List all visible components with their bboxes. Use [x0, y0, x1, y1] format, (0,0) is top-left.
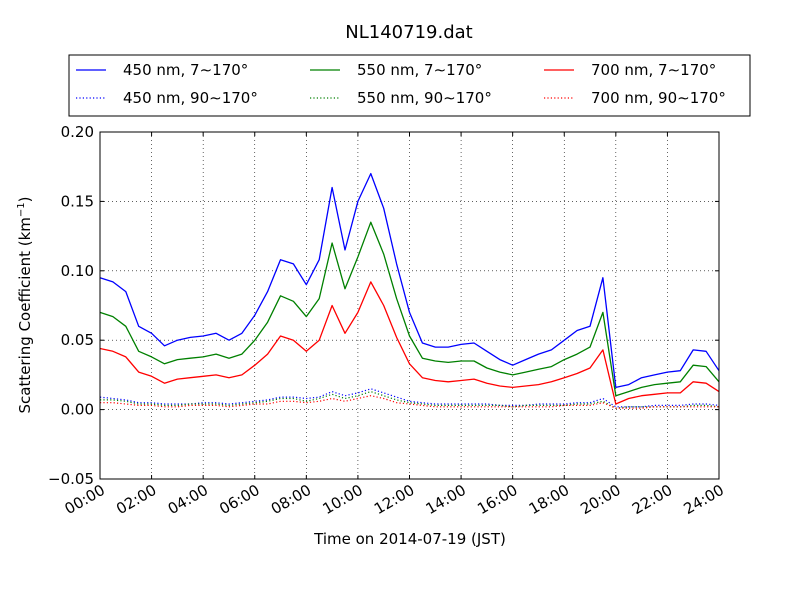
x-tick-label: 10:00	[319, 481, 365, 518]
legend-label: 450 nm, 90∼170°	[123, 89, 258, 107]
y-tick-label: 0.00	[61, 401, 94, 419]
x-tick-label: 16:00	[474, 481, 520, 518]
legend-label: 550 nm, 7∼170°	[357, 61, 482, 79]
x-axis-label: Time on 2014-07-19 (JST)	[313, 530, 506, 548]
y-tick-label: 0.05	[61, 331, 94, 349]
x-tick-label: 02:00	[113, 481, 159, 518]
legend: 450 nm, 7∼170° 550 nm, 7∼170° 700 nm, 7∼17…	[68, 54, 751, 117]
legend-entry: 700 nm, 90∼170°	[544, 89, 726, 107]
y-tick-label: 0.20	[61, 123, 94, 141]
legend-entry: 450 nm, 90∼170°	[76, 89, 258, 107]
x-tick-label: 08:00	[268, 481, 314, 518]
y-tick-label: 0.15	[61, 192, 94, 210]
y-tick-label: −0.05	[48, 470, 94, 488]
series-layer	[99, 172, 720, 409]
series-line	[99, 281, 720, 405]
x-tick-label: 04:00	[165, 481, 211, 518]
grid	[100, 132, 719, 479]
y-tick-label: 0.10	[61, 262, 94, 280]
series-line	[99, 172, 720, 389]
legend-entry: 550 nm, 7∼170°	[310, 61, 482, 79]
series-line	[99, 221, 720, 397]
x-tick-label: 22:00	[629, 481, 675, 518]
legend-entry: 700 nm, 7∼170°	[544, 61, 716, 79]
x-tick-label: 12:00	[371, 481, 417, 518]
x-tick-label: 18:00	[526, 481, 572, 518]
x-tick-label: 06:00	[216, 481, 262, 518]
legend-entry: 550 nm, 90∼170°	[310, 89, 492, 107]
legend-label: 700 nm, 7∼170°	[591, 61, 716, 79]
x-tick-label: 24:00	[681, 481, 727, 518]
x-tick-label: 14:00	[423, 481, 469, 518]
legend-entry: 450 nm, 7∼170°	[76, 61, 248, 79]
y-axis-label-text: Scattering Coefficient (km	[16, 217, 34, 413]
legend-label: 700 nm, 90∼170°	[591, 89, 726, 107]
legend-label: 450 nm, 7∼170°	[123, 61, 248, 79]
y-axis-label-close: )	[16, 196, 34, 202]
chart-title: NL140719.dat	[345, 22, 472, 43]
y-axis-label: Scattering Coefficient (km−1)	[16, 196, 34, 413]
series-line	[100, 395, 719, 409]
ticks: 00:00 02:00 04:00 06:00 08:00 10:00 12:00 14:00…	[48, 123, 727, 518]
legend-label: 550 nm, 90∼170°	[357, 89, 492, 107]
x-tick-label: 20:00	[577, 481, 623, 518]
legend-box	[68, 54, 751, 117]
y-axis-label-exponent: −1	[16, 202, 27, 217]
